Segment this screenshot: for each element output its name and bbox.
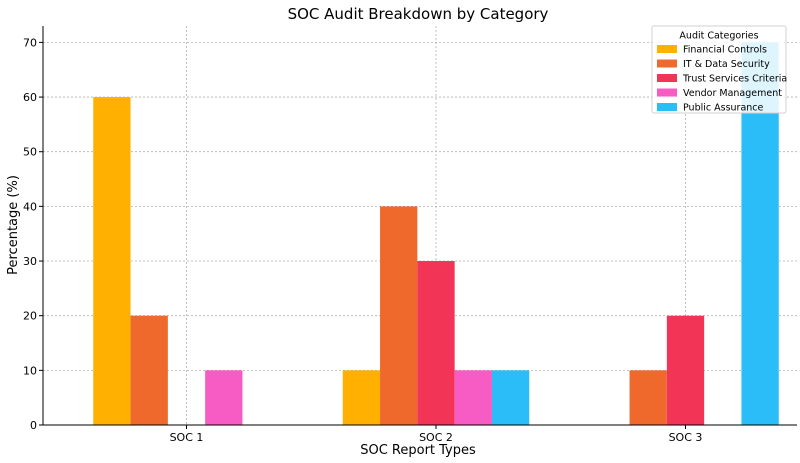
bar-it-data-security-1: [380, 206, 418, 425]
bar-public-assurance-1: [491, 370, 530, 425]
y-tick-label: 10: [23, 364, 37, 377]
legend-label: Financial Controls: [683, 45, 767, 56]
legend-swatch: [657, 74, 677, 82]
x-tick-label: SOC 2: [419, 431, 453, 444]
x-tick-label: SOC 3: [669, 431, 703, 444]
legend-label: Vendor Management: [683, 88, 782, 99]
legend: Audit Categories Financial Controls IT & …: [651, 25, 787, 114]
legend-swatch: [657, 103, 677, 111]
bar-vendor-management-0: [205, 370, 243, 425]
legend-swatch: [657, 45, 677, 53]
x-axis-label: SOC Report Types: [360, 443, 476, 458]
axes: 0 10 20 30 40 50 60 70 SOC 1 SOC 2 SOC 3: [23, 26, 797, 444]
legend-label: IT & Data Security: [683, 59, 770, 70]
legend-label: Public Assurance: [683, 103, 764, 114]
chart-title: SOC Audit Breakdown by Category: [288, 5, 549, 23]
bar-vendor-management-1: [454, 370, 492, 425]
y-tick-label: 20: [23, 310, 37, 323]
bar-it-data-security-2: [629, 370, 667, 425]
y-tick-label: 30: [23, 255, 37, 268]
legend-label: Trust Services Criteria: [682, 74, 787, 85]
legend-swatch: [657, 88, 677, 97]
y-tick-label: 0: [30, 419, 37, 432]
y-tick-label: 70: [23, 36, 37, 49]
bar-it-data-security-0: [130, 315, 168, 425]
bar-trust-services-criteria-2: [666, 315, 705, 425]
bar-trust-services-criteria-1: [417, 261, 455, 425]
y-tick-label: 60: [23, 91, 37, 104]
y-tick-label: 40: [23, 200, 37, 213]
legend-title: Audit Categories: [679, 31, 758, 42]
bar-financial-controls-1: [342, 370, 381, 425]
bar-financial-controls-0: [93, 97, 131, 425]
legend-items: Financial Controls IT & Data Security Trus…: [657, 45, 787, 114]
x-tick-label: SOC 1: [170, 431, 204, 444]
legend-box: [651, 25, 787, 114]
legend-swatch: [657, 59, 677, 68]
bars: [93, 42, 779, 426]
y-tick-label: 50: [23, 146, 37, 159]
y-axis-label: Percentage (%): [6, 175, 21, 275]
